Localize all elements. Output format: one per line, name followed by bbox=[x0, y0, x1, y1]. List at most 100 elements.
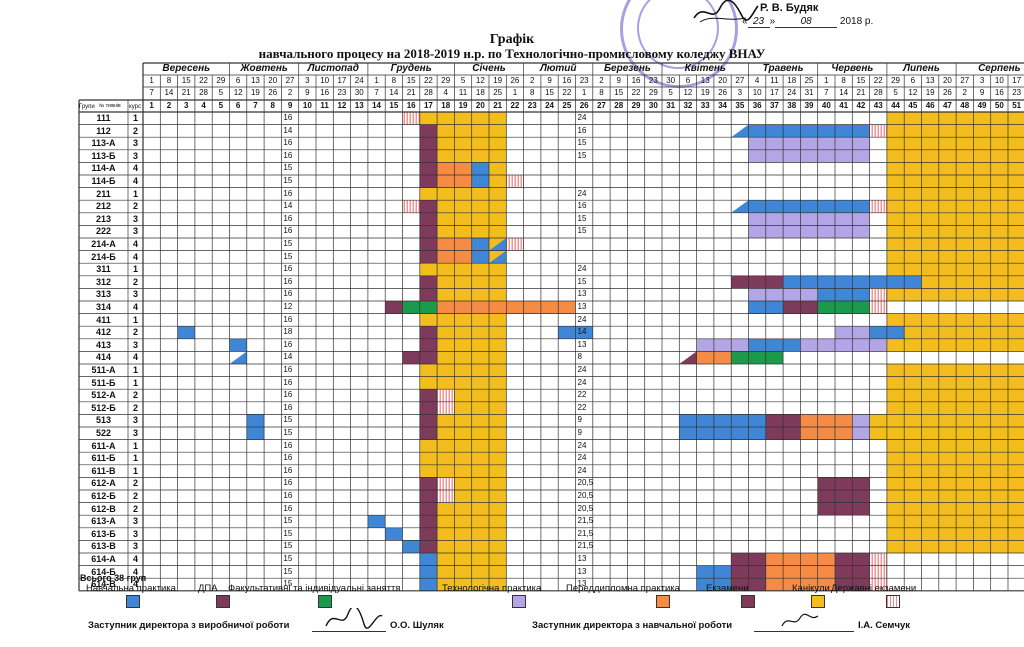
date-row2-label: 31 bbox=[804, 88, 814, 97]
group-name: 513 bbox=[95, 415, 112, 426]
semester1-weeks: 16 bbox=[283, 491, 293, 500]
group-course: 2 bbox=[132, 327, 138, 338]
date-row1-label: 2 bbox=[530, 76, 535, 85]
month-label: Грудень bbox=[390, 63, 432, 74]
approver-name: Р. В. Будяк bbox=[760, 2, 819, 14]
cell-fill bbox=[437, 490, 455, 503]
group-name: 214-Б bbox=[91, 251, 116, 262]
cell-fill bbox=[886, 364, 1024, 377]
date-row1-label: 30 bbox=[666, 76, 676, 85]
cell-fill bbox=[886, 162, 1024, 175]
group-course: 3 bbox=[132, 516, 138, 527]
cell-fill bbox=[419, 187, 438, 201]
cell-fill bbox=[419, 452, 438, 465]
cell-fill bbox=[886, 515, 1024, 528]
legend-swatch bbox=[126, 595, 140, 608]
date-row1-label: 25 bbox=[804, 76, 814, 85]
week-number: 14 bbox=[372, 101, 381, 110]
group-course: 2 bbox=[132, 276, 138, 287]
date-row2-label: 12 bbox=[683, 88, 693, 97]
semester2-weeks: 24 bbox=[577, 377, 587, 387]
group-course: 3 bbox=[132, 226, 138, 237]
date-row2-label: 26 bbox=[718, 88, 727, 97]
cell-fill bbox=[869, 427, 1024, 440]
date-row2-label: 29 bbox=[648, 88, 658, 97]
group-course: 4 bbox=[132, 176, 138, 186]
group-course: 3 bbox=[132, 541, 138, 552]
date-row2-label: 3 bbox=[737, 88, 743, 97]
week-number: 21 bbox=[493, 101, 503, 110]
group-name: 314 bbox=[95, 302, 112, 312]
semester2-weeks: 9 bbox=[577, 428, 582, 437]
date-row2-label: 2 bbox=[962, 88, 967, 97]
cell-fill bbox=[869, 200, 887, 213]
semester2-weeks: 21,5 bbox=[577, 516, 594, 526]
date-row1-label: 27 bbox=[960, 76, 970, 85]
date-row2-label: 22 bbox=[562, 88, 572, 97]
month-label: Серпень bbox=[978, 63, 1021, 74]
cell-fill bbox=[419, 162, 438, 175]
group-name: 611-В bbox=[91, 465, 116, 476]
cell-fill bbox=[419, 502, 438, 516]
group-course: 2 bbox=[132, 402, 138, 413]
group-course: 4 bbox=[132, 251, 138, 262]
month-label: Лютий bbox=[539, 63, 577, 74]
group-name: 312 bbox=[95, 276, 112, 287]
week-number: 48 bbox=[960, 101, 970, 110]
cell-fill bbox=[869, 124, 887, 138]
semester1-weeks: 12 bbox=[283, 302, 293, 311]
cell-fill bbox=[886, 490, 1024, 503]
cell-fill bbox=[419, 477, 438, 490]
semester2-weeks: 20,5 bbox=[577, 478, 594, 488]
date-row1-label: 13 bbox=[250, 76, 260, 85]
cell-fill bbox=[419, 553, 438, 566]
cell-half-fill bbox=[679, 351, 697, 364]
group-course: 2 bbox=[132, 491, 138, 501]
semester2-weeks: 13 bbox=[577, 289, 587, 299]
date-row1-label: 3 bbox=[979, 76, 985, 85]
date-row2-label: 5 bbox=[668, 88, 673, 97]
date-row2-label: 30 bbox=[354, 88, 364, 97]
cell-fill bbox=[886, 149, 1024, 163]
semester1-weeks: 15 bbox=[283, 579, 293, 589]
semester2-weeks: 15 bbox=[577, 150, 587, 160]
week-number: 9 bbox=[287, 101, 293, 110]
date-row2-label: 15 bbox=[614, 88, 624, 97]
cell-fill bbox=[419, 175, 438, 188]
date-row2-label: 5 bbox=[218, 88, 224, 97]
group-name: 614-А bbox=[91, 554, 116, 564]
date-row1-label: 22 bbox=[423, 76, 433, 85]
date-row1-label: 20 bbox=[268, 76, 278, 85]
total-groups: Всього 38 груп bbox=[80, 573, 147, 583]
date-row1-label: 3 bbox=[305, 76, 310, 85]
date-row2-label: 25 bbox=[493, 88, 503, 97]
cell-fill bbox=[419, 578, 438, 591]
date-row2-label: 16 bbox=[320, 88, 330, 97]
cell-fill bbox=[886, 238, 1024, 251]
cell-fill bbox=[419, 149, 438, 163]
group-name: 611-А bbox=[91, 440, 116, 451]
semester2-weeks: 24 bbox=[577, 264, 587, 274]
cell-fill bbox=[419, 439, 438, 453]
semester1-weeks: 16 bbox=[283, 465, 293, 475]
cell-fill bbox=[748, 137, 870, 150]
date-row2-label: 19 bbox=[700, 88, 710, 97]
group-course: 3 bbox=[132, 428, 138, 438]
date-row2-label: 19 bbox=[250, 88, 260, 97]
week-number: 31 bbox=[666, 101, 676, 110]
date-row2-label: 8 bbox=[530, 88, 535, 97]
week-number: 34 bbox=[718, 101, 727, 110]
date-row1-label: 17 bbox=[1012, 76, 1022, 85]
group-course: 3 bbox=[132, 528, 138, 539]
cell-fill bbox=[679, 427, 766, 440]
group-name: 313 bbox=[95, 289, 112, 300]
group-course: 1 bbox=[132, 264, 138, 275]
semester2-weeks: 24 bbox=[577, 113, 587, 122]
group-name: 413 bbox=[95, 339, 112, 350]
cell-fill bbox=[886, 338, 1024, 352]
week-number: 4 bbox=[201, 101, 206, 110]
date-row1-label: 15 bbox=[406, 76, 416, 85]
group-course: 4 bbox=[132, 239, 138, 249]
date-row2-label: 8 bbox=[599, 88, 604, 97]
group-name: 212 bbox=[95, 201, 112, 212]
